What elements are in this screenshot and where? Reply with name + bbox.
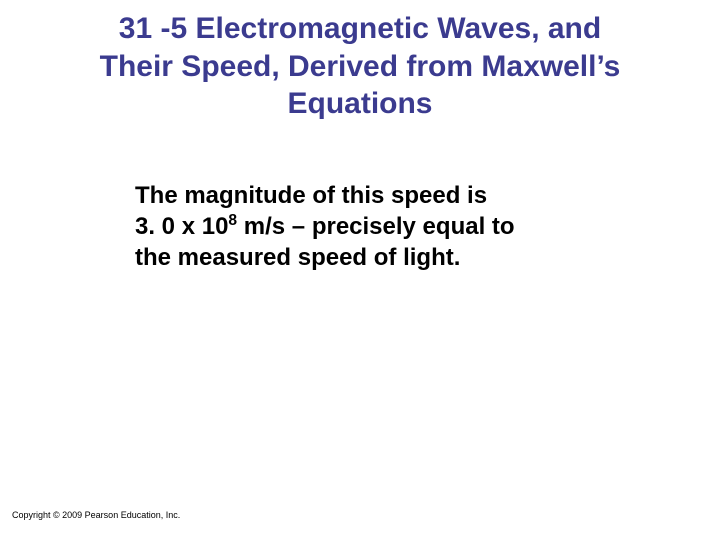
- slide-title: 31 -5 Electromagnetic Waves, and Their S…: [0, 0, 720, 123]
- body-line-2: 3. 0 x 108 m/s – precisely equal to: [135, 211, 515, 242]
- copyright-text: Copyright © 2009 Pearson Education, Inc.: [12, 510, 180, 520]
- title-line-2: Their Speed, Derived from Maxwell’s: [30, 48, 690, 86]
- title-line-3: Equations: [30, 85, 690, 123]
- body-line-3: the measured speed of light.: [135, 242, 515, 273]
- slide: 31 -5 Electromagnetic Waves, and Their S…: [0, 0, 720, 540]
- body-line-1: The magnitude of this speed is: [135, 180, 515, 211]
- title-line-1: 31 -5 Electromagnetic Waves, and: [30, 10, 690, 48]
- body-line-2a: 3. 0 x 10: [135, 213, 228, 240]
- body-line-2-superscript: 8: [228, 212, 237, 229]
- slide-body: The magnitude of this speed is 3. 0 x 10…: [135, 180, 515, 274]
- body-line-2b: m/s – precisely equal to: [237, 213, 514, 240]
